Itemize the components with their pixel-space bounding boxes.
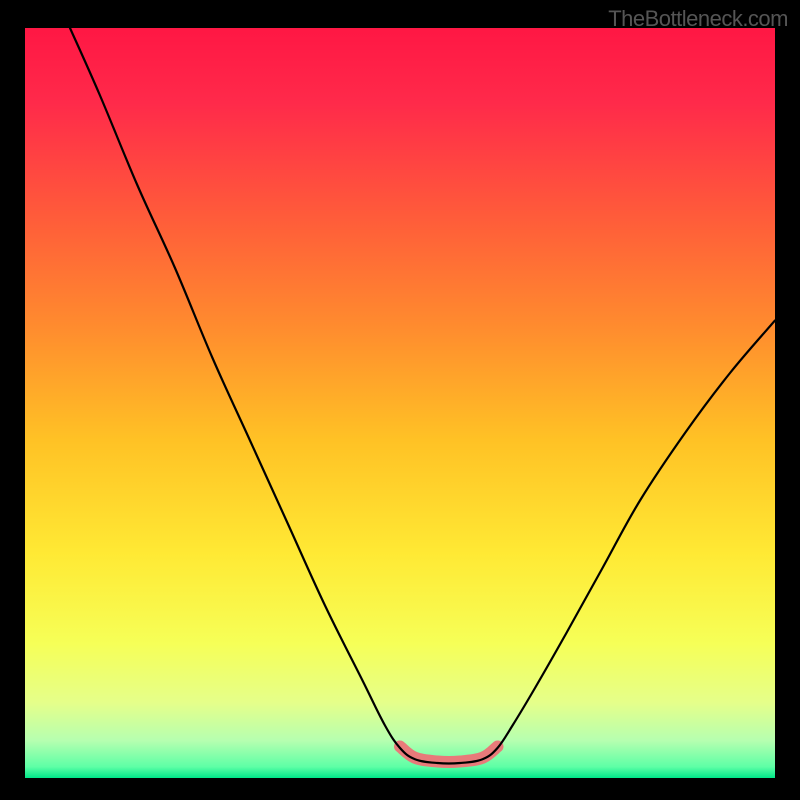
plot-frame [25,28,775,778]
gradient-background [25,28,775,778]
watermark-text: TheBottleneck.com [608,6,788,32]
plot-svg [25,28,775,778]
plot-area [25,28,775,778]
chart-container: TheBottleneck.com [0,0,800,800]
